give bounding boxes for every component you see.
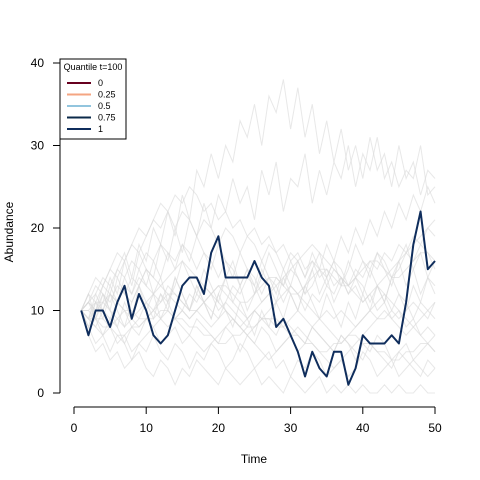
x-tick-label: 10: [140, 421, 154, 435]
background-series-line: [80, 219, 436, 320]
y-tick-label: 30: [31, 139, 45, 153]
background-series-line: [80, 310, 436, 378]
background-series-line: [80, 275, 436, 337]
x-tick-label: 0: [71, 421, 78, 435]
background-series-line: [80, 243, 436, 313]
x-tick-label: 40: [356, 421, 370, 435]
background-series-line: [80, 185, 436, 337]
y-axis: 0 10 20 30 40: [31, 56, 61, 400]
legend-label: 0.75: [98, 113, 116, 123]
background-series-line: [80, 137, 436, 321]
x-axis-title: Time: [241, 452, 268, 466]
y-tick-label: 0: [37, 386, 44, 400]
background-series-group: [80, 79, 436, 394]
legend-title: Quantile t=100: [64, 62, 123, 72]
x-tick-label: 50: [428, 421, 442, 435]
background-series-line: [81, 252, 436, 320]
background-series-line: [80, 185, 436, 320]
legend-box: [59, 58, 127, 140]
background-series-line: [80, 259, 436, 329]
y-tick-label: 10: [31, 304, 45, 318]
x-tick-label: 20: [212, 421, 226, 435]
legend-label: 1: [98, 124, 103, 134]
legend-label: 0.5: [98, 101, 111, 111]
x-tick-label: 30: [284, 421, 298, 435]
background-series-line: [80, 79, 436, 312]
highlight-series-group: [80, 210, 436, 386]
background-series-line: [80, 301, 436, 370]
highlight-series-line: [80, 210, 436, 386]
legend: Quantile t=100 0 0.250.5 0.751: [59, 58, 127, 140]
background-series-line: [80, 310, 435, 394]
background-series-line: [80, 227, 436, 312]
x-axis: 0 10 20 30 40 50: [71, 406, 442, 435]
y-axis-title: Abundance: [2, 201, 16, 262]
y-tick-label: 40: [31, 56, 45, 70]
background-series-line: [80, 310, 436, 362]
background-series-line: [80, 243, 436, 328]
legend-entries: 0 0.250.5 0.751: [67, 78, 116, 134]
legend-label: 0.25: [98, 90, 116, 100]
legend-label: 0: [98, 78, 103, 88]
y-tick-label: 20: [31, 221, 45, 235]
